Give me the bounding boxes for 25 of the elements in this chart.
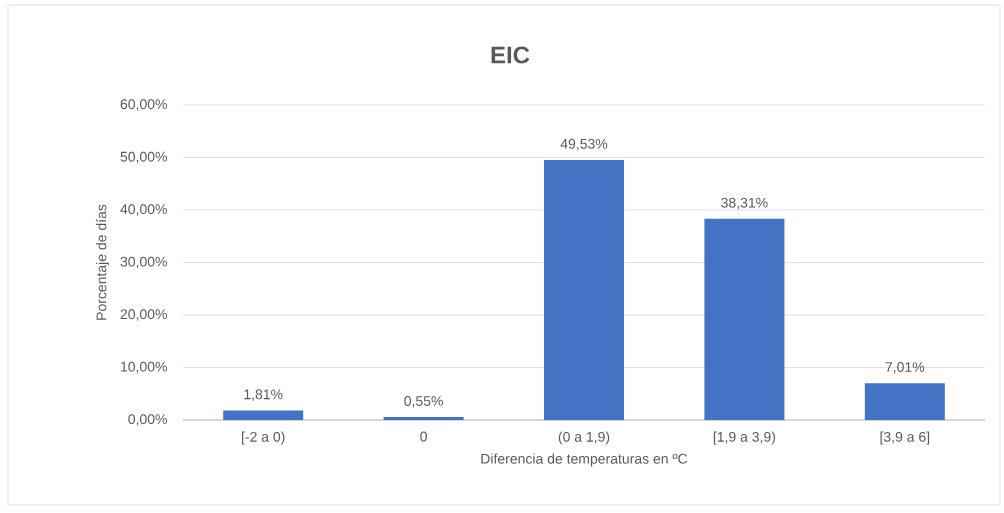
- data-label: 38,31%: [721, 197, 768, 210]
- data-label: 49,53%: [560, 138, 608, 151]
- x-tick-label: [1,9 a 3,9): [713, 431, 776, 445]
- bar: [704, 218, 785, 420]
- bar: [544, 159, 624, 420]
- x-axis-title: Diferencia de temperaturas en ºC: [481, 453, 688, 467]
- chart-title: EIC: [491, 46, 530, 64]
- data-label: 0,55%: [404, 395, 443, 408]
- y-tick-label: 10,00%: [121, 361, 167, 374]
- x-tick-label: [-2 a 0): [242, 431, 285, 445]
- bar: [383, 417, 464, 420]
- y-tick-label: 50,00%: [120, 151, 167, 164]
- y-tick-label: 0,00%: [128, 414, 167, 426]
- y-tick-label: 60,00%: [120, 99, 167, 111]
- data-label: 7,01%: [885, 362, 925, 374]
- x-tick-label: 0: [420, 431, 427, 442]
- data-label: 1,81%: [244, 389, 283, 401]
- y-tick-label: 20,00%: [120, 309, 167, 321]
- x-tick-label: (0 a 1,9): [558, 431, 610, 445]
- y-tick-label: 40,00%: [120, 204, 167, 216]
- x-tick-label: [3,9 a 6]: [880, 431, 930, 445]
- y-axis-title: Porcentaje de días: [95, 204, 110, 320]
- bar: [864, 383, 945, 420]
- y-tick-label: 30,00%: [120, 256, 167, 269]
- bar: [223, 410, 304, 420]
